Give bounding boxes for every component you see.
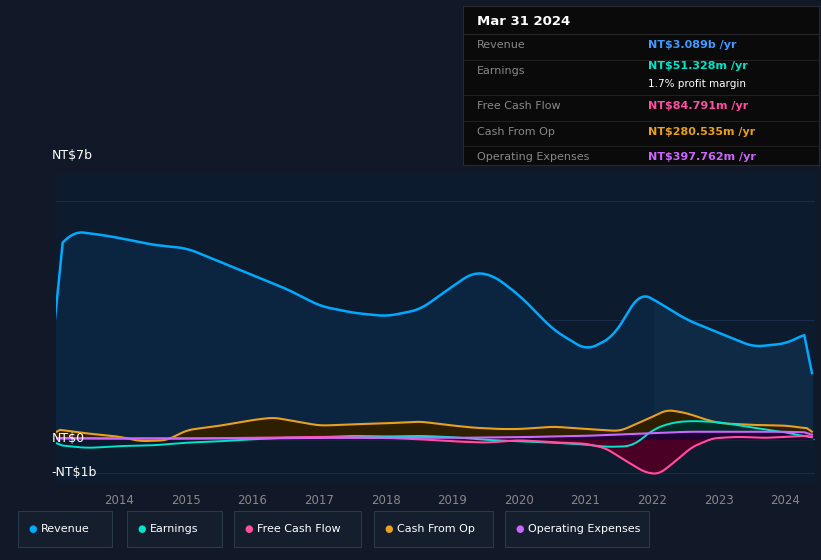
Text: Cash From Op: Cash From Op xyxy=(397,524,475,534)
Text: NT$7b: NT$7b xyxy=(52,150,93,162)
Text: Free Cash Flow: Free Cash Flow xyxy=(477,101,561,111)
Text: Cash From Op: Cash From Op xyxy=(477,127,555,137)
Text: NT$51.328m /yr: NT$51.328m /yr xyxy=(649,61,748,71)
Text: Earnings: Earnings xyxy=(150,524,199,534)
Text: 1.7% profit margin: 1.7% profit margin xyxy=(649,79,746,89)
Text: NT$3.089b /yr: NT$3.089b /yr xyxy=(649,40,736,50)
Text: Revenue: Revenue xyxy=(477,40,526,50)
Text: Earnings: Earnings xyxy=(477,66,525,76)
Text: Operating Expenses: Operating Expenses xyxy=(477,152,589,162)
Text: Revenue: Revenue xyxy=(41,524,89,534)
Text: Mar 31 2024: Mar 31 2024 xyxy=(477,15,571,28)
Text: NT$0: NT$0 xyxy=(52,432,85,445)
Text: Free Cash Flow: Free Cash Flow xyxy=(257,524,341,534)
Text: NT$397.762m /yr: NT$397.762m /yr xyxy=(649,152,756,162)
Text: ●: ● xyxy=(516,524,524,534)
Text: NT$84.791m /yr: NT$84.791m /yr xyxy=(649,101,749,111)
Text: Operating Expenses: Operating Expenses xyxy=(528,524,640,534)
Text: ●: ● xyxy=(29,524,37,534)
Text: ●: ● xyxy=(245,524,253,534)
Text: ●: ● xyxy=(138,524,146,534)
Text: ●: ● xyxy=(384,524,392,534)
Text: NT$280.535m /yr: NT$280.535m /yr xyxy=(649,127,755,137)
Text: -NT$1b: -NT$1b xyxy=(52,466,97,479)
